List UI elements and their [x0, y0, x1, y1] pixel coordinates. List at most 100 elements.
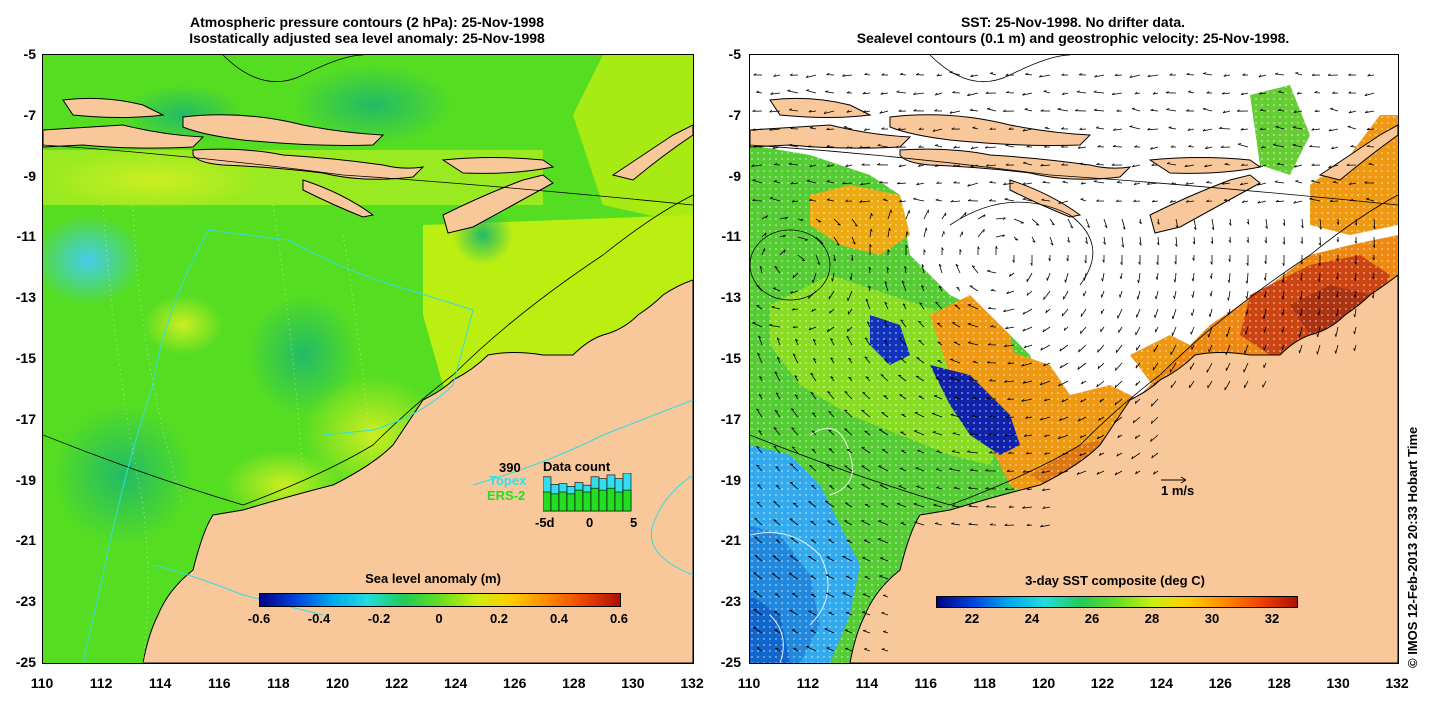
- velocity-arrow-head: [1025, 416, 1029, 419]
- velocity-arrow: [1080, 182, 1087, 185]
- y-tick-label: -11: [721, 228, 741, 245]
- velocity-arrow-head: [1311, 179, 1315, 182]
- velocity-arrow: [830, 376, 835, 382]
- velocity-arrow: [1174, 272, 1177, 283]
- velocity-arrow-head: [852, 241, 856, 245]
- colorbar-tick-label: 0.4: [549, 611, 569, 626]
- velocity-arrow: [848, 376, 853, 382]
- velocity-arrow-head: [1096, 162, 1100, 165]
- velocity-arrow-head: [1354, 240, 1357, 244]
- left-title-line1: Atmospheric pressure contours (2 hPa): 2…: [190, 14, 544, 30]
- velocity-arrow: [1116, 452, 1123, 457]
- velocity-arrow-head: [1150, 108, 1154, 111]
- velocity-arrow: [1134, 182, 1141, 186]
- velocity-arrow-head: [1104, 225, 1108, 228]
- velocity-arrow-head: [1078, 73, 1082, 76]
- velocity-arrow-head: [830, 357, 834, 360]
- velocity-arrow-head: [1156, 242, 1160, 246]
- velocity-arrow: [1187, 128, 1195, 131]
- velocity-arrow: [789, 109, 799, 112]
- velocity-arrow-head: [1366, 127, 1370, 131]
- velocity-arrow: [828, 539, 835, 544]
- x-tick-label: 118: [267, 675, 290, 691]
- velocity-arrow: [953, 341, 961, 346]
- velocity-arrow: [793, 648, 799, 652]
- velocity-arrow: [775, 648, 781, 652]
- velocity-arrow-head: [1372, 244, 1375, 248]
- velocity-arrow-head: [989, 451, 993, 454]
- velocity-arrow-head: [1298, 350, 1300, 354]
- velocity-arrow: [1093, 181, 1105, 184]
- velocity-arrow-head: [956, 286, 960, 289]
- velocity-arrow: [1147, 74, 1159, 77]
- velocity-arrow: [1282, 326, 1285, 333]
- velocity-arrow-head: [967, 341, 972, 343]
- velocity-arrow: [844, 502, 853, 508]
- velocity-arrow: [977, 214, 986, 220]
- velocity-arrow: [789, 609, 799, 616]
- velocity-arrow-head: [1066, 258, 1069, 262]
- velocity-arrow: [1026, 488, 1033, 491]
- velocity-arrow-head: [936, 486, 940, 488]
- velocity-arrow-head: [934, 164, 938, 167]
- velocity-arrow: [851, 218, 858, 227]
- velocity-arrow-head: [787, 89, 791, 92]
- velocity-arrow-head: [1318, 262, 1321, 266]
- velocity-arrow: [900, 358, 907, 364]
- velocity-arrow: [1031, 236, 1036, 243]
- velocity-arrow-head: [808, 327, 812, 331]
- velocity-arrow: [791, 200, 799, 203]
- velocity-arrow: [861, 520, 871, 526]
- ers2-count-bar: [590, 487, 600, 512]
- velocity-arrow-head: [877, 144, 881, 146]
- velocity-arrow: [970, 74, 979, 78]
- velocity-arrow: [1153, 470, 1159, 475]
- velocity-arrow: [1211, 236, 1213, 244]
- velocity-arrow-head: [954, 396, 958, 398]
- velocity-arrow: [1079, 128, 1087, 130]
- velocity-arrow-head: [862, 91, 866, 95]
- velocity-arrow: [756, 284, 763, 292]
- velocity-arrow: [1152, 362, 1159, 371]
- velocity-arrow-head: [842, 181, 846, 185]
- velocity-arrow-head: [871, 213, 873, 217]
- velocity-arrow: [959, 231, 963, 238]
- x-tick-label: 124: [1149, 675, 1174, 691]
- velocity-arrow-head: [848, 357, 852, 360]
- velocity-arrow-head: [1282, 241, 1285, 245]
- velocity-arrow: [1260, 110, 1267, 112]
- velocity-arrow-head: [1227, 297, 1229, 301]
- velocity-arrow-head: [1348, 110, 1352, 114]
- x-tick-label: 112: [89, 675, 113, 691]
- velocity-arrow: [1208, 326, 1213, 338]
- colorbar-tick-label: 26: [1084, 611, 1100, 626]
- velocity-arrow-head: [1275, 72, 1279, 75]
- velocity-arrow-head: [968, 378, 972, 380]
- velocity-arrow-head: [1353, 347, 1355, 352]
- velocity-arrow: [1265, 218, 1268, 229]
- velocity-arrow: [862, 593, 871, 598]
- velocity-arrow-head: [752, 179, 756, 181]
- velocity-arrow: [758, 394, 763, 400]
- velocity-arrow: [916, 357, 925, 364]
- velocity-arrow: [951, 523, 961, 526]
- velocity-arrow-head: [970, 468, 974, 471]
- velocity-arrow-head: [949, 467, 953, 470]
- velocity-arrow-head: [845, 199, 849, 202]
- velocity-arrow: [1246, 308, 1249, 315]
- velocity-arrow-head: [1372, 226, 1376, 230]
- velocity-arrow-head: [826, 144, 830, 147]
- velocity-arrow: [969, 285, 979, 292]
- velocity-arrow-head: [752, 128, 756, 131]
- velocity-arrow-head: [776, 337, 780, 341]
- velocity-arrow-head: [1371, 295, 1374, 299]
- velocity-arrow-head: [829, 310, 831, 314]
- velocity-arrow: [1058, 380, 1069, 387]
- velocity-arrow-head: [1309, 144, 1313, 147]
- velocity-arrow-head: [759, 376, 763, 379]
- velocity-arrow: [809, 164, 817, 168]
- velocity-arrow: [774, 371, 781, 382]
- velocity-arrow-head: [1061, 313, 1064, 317]
- velocity-arrow: [1097, 362, 1105, 369]
- velocity-arrow-head: [1276, 162, 1281, 165]
